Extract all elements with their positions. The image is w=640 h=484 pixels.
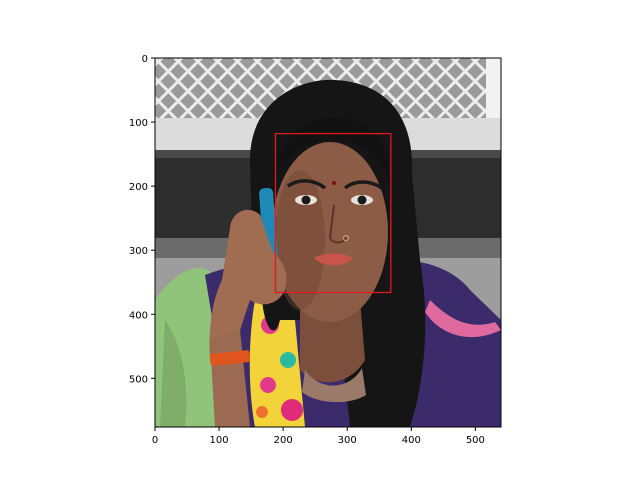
right-iris bbox=[357, 195, 367, 205]
lips bbox=[314, 253, 354, 266]
nose-ring bbox=[343, 235, 349, 241]
photo bbox=[155, 58, 501, 427]
y-tick-label: 100 bbox=[129, 118, 148, 129]
y-tick-label: 200 bbox=[129, 182, 148, 193]
y-tick-label: 300 bbox=[129, 246, 148, 257]
face-shade bbox=[275, 170, 325, 310]
dupatta-fold bbox=[160, 320, 187, 427]
right-eyebrow bbox=[343, 180, 383, 190]
x-tick-label: 300 bbox=[338, 435, 357, 446]
x-axis: 0 100 200 300 400 500 bbox=[152, 427, 485, 446]
bangles bbox=[209, 350, 251, 366]
left-eyebrow bbox=[287, 179, 327, 190]
y-tick-label: 0 bbox=[142, 54, 148, 65]
y-tick-label: 400 bbox=[129, 310, 148, 321]
x-tick-label: 0 bbox=[152, 435, 158, 446]
flower bbox=[280, 352, 296, 368]
axes-frame bbox=[154, 57, 502, 428]
flower bbox=[256, 406, 268, 418]
necklace-area bbox=[302, 368, 366, 403]
x-tick-label: 400 bbox=[402, 435, 421, 446]
bindi bbox=[332, 181, 336, 185]
y-axis: 0 100 200 300 400 500 bbox=[129, 54, 155, 385]
hand bbox=[209, 209, 287, 360]
flower bbox=[281, 399, 303, 421]
neck bbox=[300, 300, 365, 383]
left-iris bbox=[301, 195, 311, 205]
shirt-trim bbox=[425, 300, 501, 338]
x-tick-label: 500 bbox=[466, 435, 485, 446]
face-bounding-box bbox=[274, 132, 392, 294]
x-tick-label: 200 bbox=[274, 435, 293, 446]
y-tick-label: 500 bbox=[129, 374, 148, 385]
flower bbox=[260, 377, 276, 393]
x-tick-label: 100 bbox=[210, 435, 229, 446]
hair-fringe bbox=[272, 116, 392, 188]
